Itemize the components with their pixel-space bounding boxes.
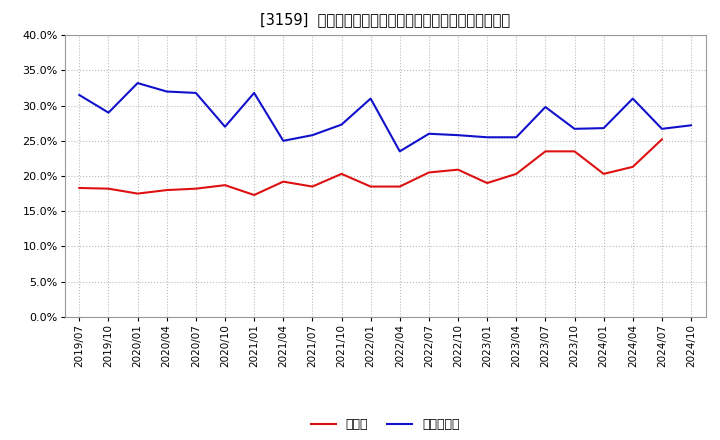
現預金	[192, 186, 200, 191]
現預金	[133, 191, 142, 196]
有利子負債	[541, 104, 550, 110]
有利子負債	[308, 132, 317, 138]
有利子負債	[629, 96, 637, 101]
現預金	[104, 186, 113, 191]
現預金	[629, 164, 637, 169]
現預金	[366, 184, 375, 189]
有利子負債	[395, 149, 404, 154]
有利子負債	[75, 92, 84, 98]
現預金	[279, 179, 287, 184]
現預金	[570, 149, 579, 154]
現預金	[599, 171, 608, 176]
有利子負債	[454, 132, 462, 138]
Line: 有利子負債: 有利子負債	[79, 83, 691, 151]
Title: [3159]  現預金、有利子負債の総資産に対する比率の推移: [3159] 現預金、有利子負債の総資産に対する比率の推移	[260, 12, 510, 27]
有利子負債	[366, 96, 375, 101]
現預金	[454, 167, 462, 172]
有利子負債	[570, 126, 579, 132]
現預金	[541, 149, 550, 154]
有利子負債	[192, 90, 200, 95]
有利子負債	[512, 135, 521, 140]
有利子負債	[250, 90, 258, 95]
Line: 現預金: 現預金	[79, 139, 662, 195]
有利子負債	[104, 110, 113, 115]
有利子負債	[279, 138, 287, 143]
有利子負債	[687, 123, 696, 128]
現預金	[75, 185, 84, 191]
有利子負債	[599, 125, 608, 131]
現預金	[512, 171, 521, 176]
現預金	[483, 180, 492, 186]
現預金	[250, 192, 258, 198]
現預金	[220, 183, 229, 188]
有利子負債	[657, 126, 666, 132]
有利子負債	[337, 122, 346, 127]
現預金	[657, 137, 666, 142]
有利子負債	[425, 131, 433, 136]
現預金	[163, 187, 171, 193]
有利子負債	[133, 81, 142, 86]
現預金	[395, 184, 404, 189]
有利子負債	[163, 89, 171, 94]
現預金	[425, 170, 433, 175]
有利子負債	[220, 124, 229, 129]
Legend: 現預金, 有利子負債: 現預金, 有利子負債	[306, 413, 464, 436]
現預金	[308, 184, 317, 189]
現預金	[337, 171, 346, 176]
有利子負債	[483, 135, 492, 140]
